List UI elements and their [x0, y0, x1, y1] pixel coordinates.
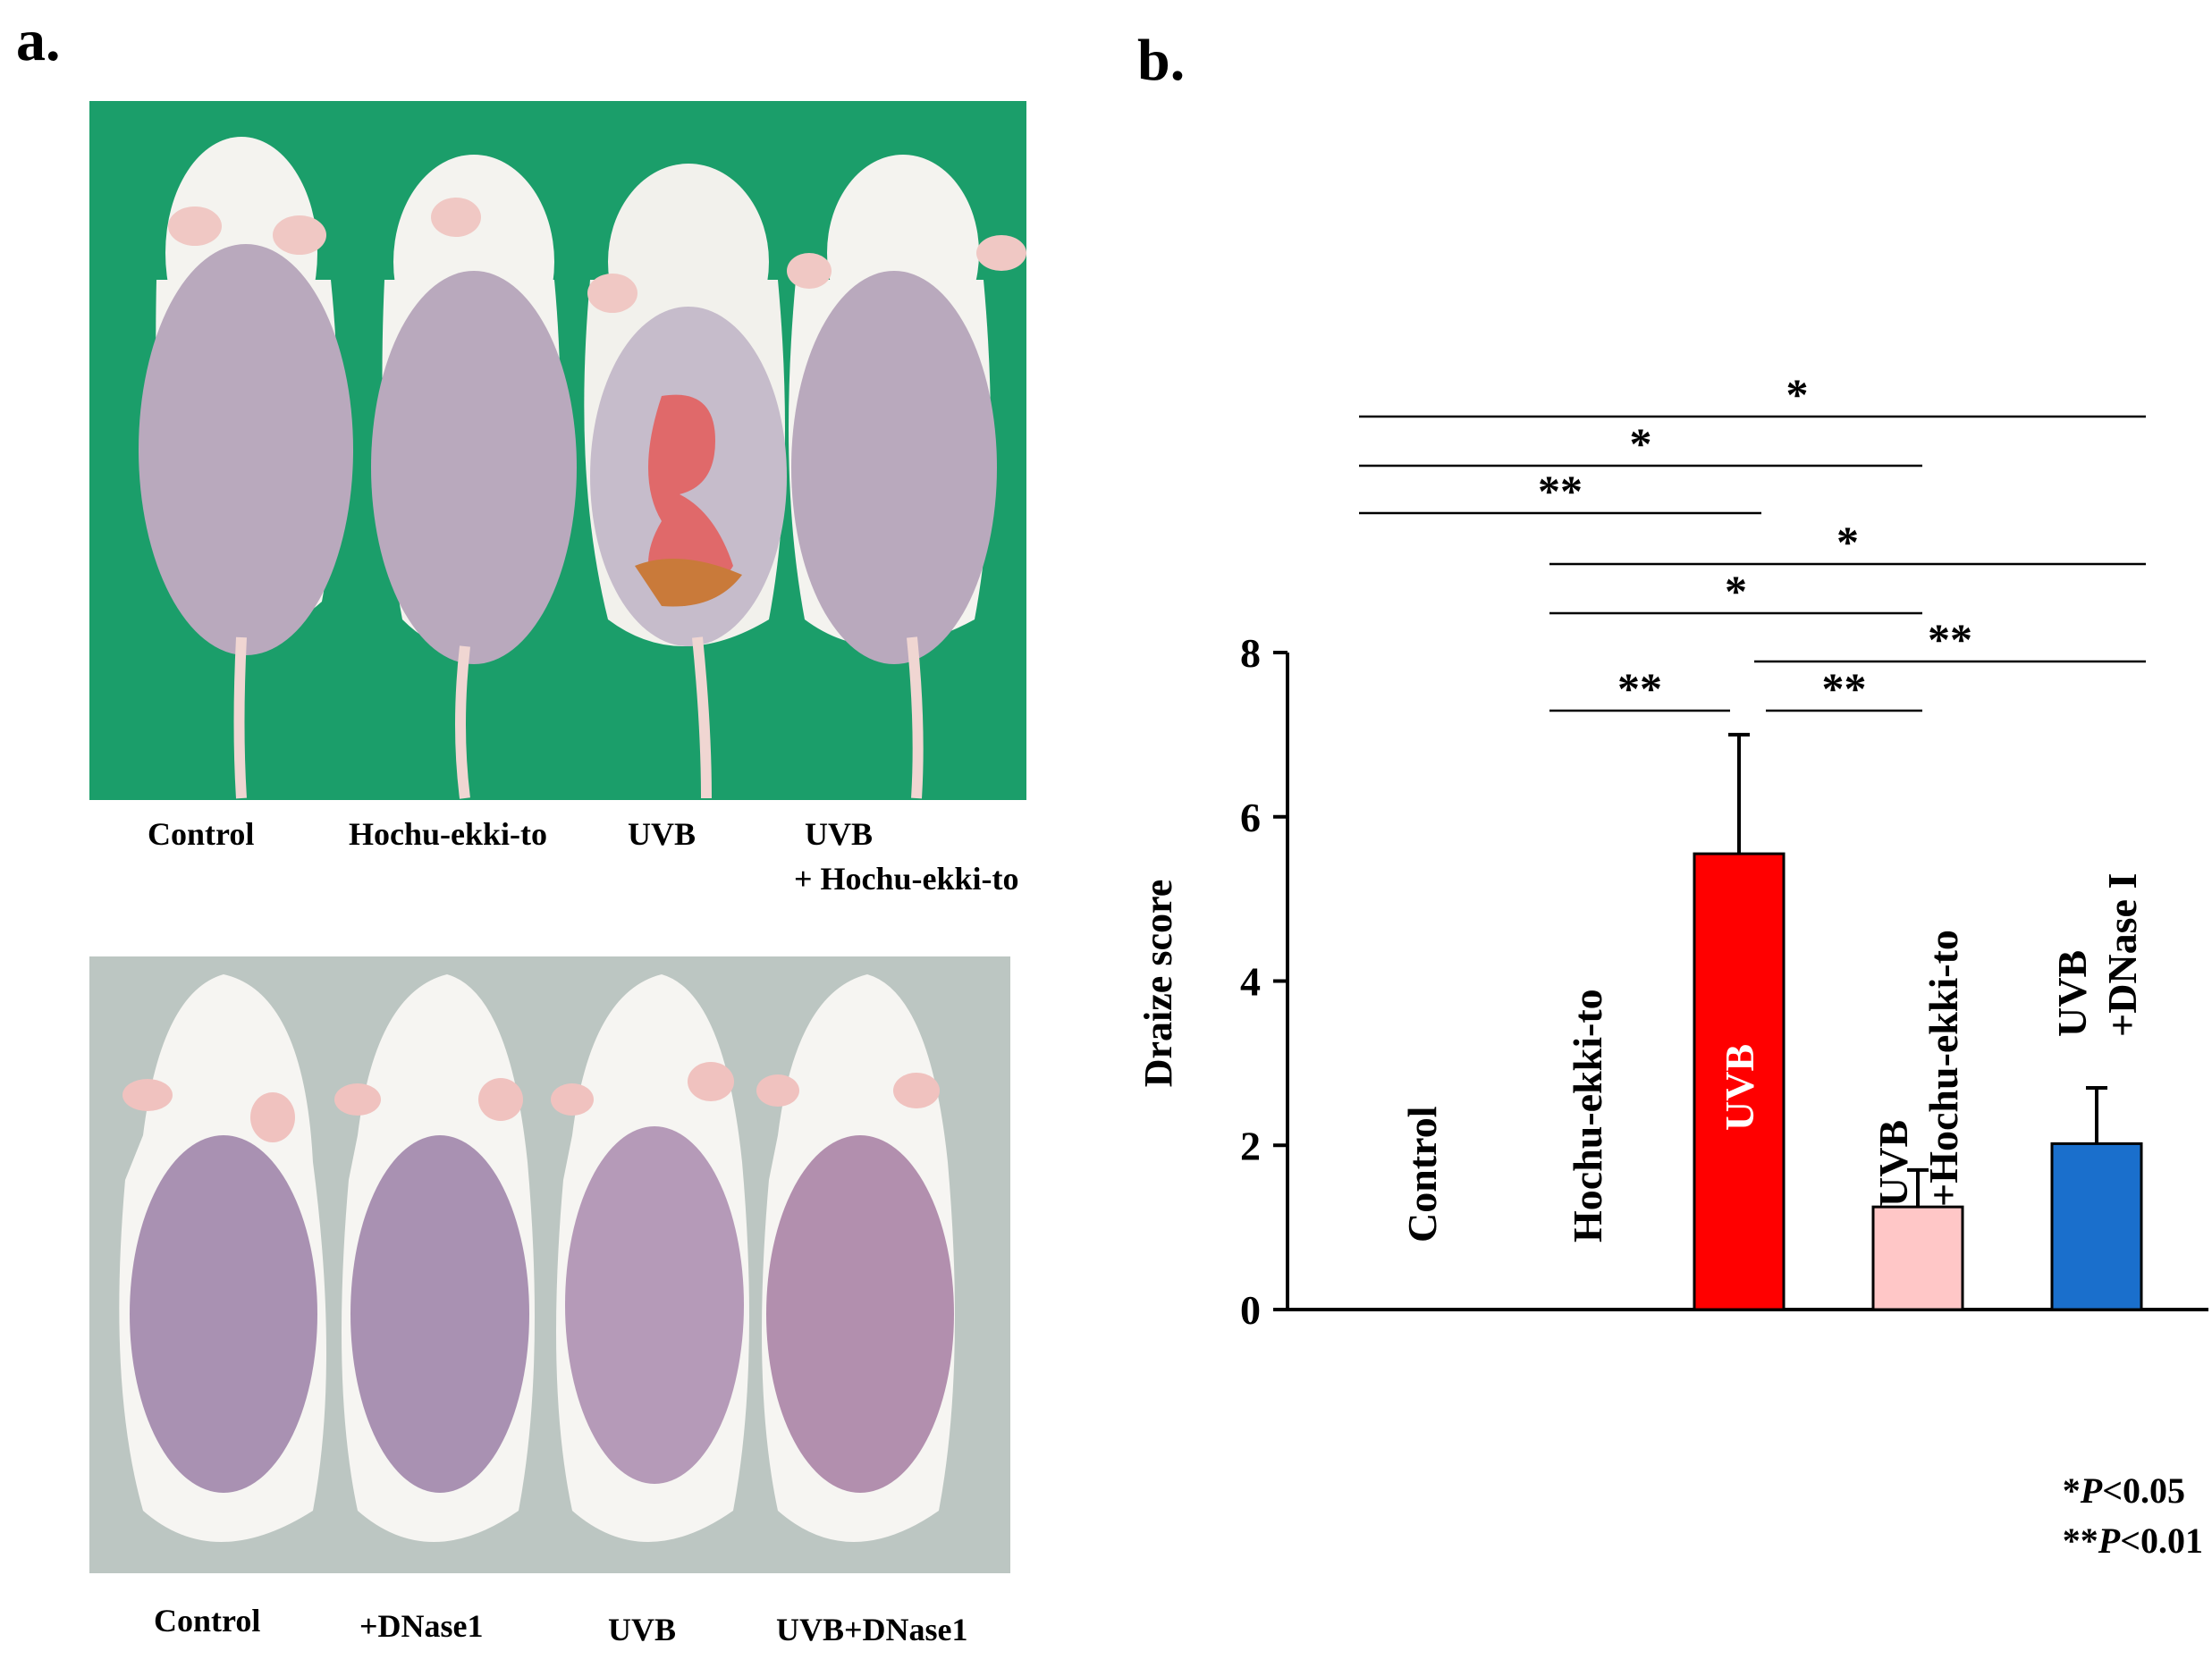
mice-photo-dnase1 [89, 956, 1010, 1573]
y-tick-label: 8 [1240, 630, 1261, 676]
caption-bottom-uvb-dnase1: UVB+DNase1 [776, 1612, 968, 1647]
mice-photo-hochu-ekki-to [89, 101, 1026, 800]
caption-bottom-dnase1: +DNase1 [359, 1608, 484, 1644]
category-label: +Hochu-ekki-to [1921, 930, 1966, 1207]
caption-top-control: Control [148, 816, 255, 852]
caption-top-uvb: UVB [628, 816, 697, 852]
mice-photo-top-drawing [89, 101, 1026, 800]
significance-marker: ** [1822, 663, 1867, 713]
y-tick-label: 6 [1240, 795, 1261, 840]
significance-marker: ** [1617, 663, 1662, 713]
caption-bottom-uvb: UVB [608, 1612, 677, 1647]
significance-marker: * [1630, 418, 1652, 468]
significance-marker: * [1786, 369, 1809, 419]
category-label: +DNase I [2099, 873, 2145, 1037]
y-tick-label: 2 [1240, 1123, 1261, 1168]
category-label: Hochu-ekki-to [1565, 989, 1610, 1243]
panel-a-label: a. [16, 8, 61, 73]
category-label: UVB [2049, 950, 2095, 1037]
category-label: UVB [1717, 1044, 1762, 1131]
bar [2050, 1141, 2143, 1311]
mice-photo-bottom-drawing [89, 956, 1010, 1573]
y-axis-label: Draize score [1136, 880, 1180, 1088]
mouse-control-top [139, 137, 353, 799]
caption-top-plus-hochu-ekki-to: + Hochu-ekki-to [794, 861, 1019, 897]
bar [1871, 1205, 1964, 1311]
significance-marker: * [1725, 566, 1747, 616]
pvalue-legend: *P<0.05 **P<0.01 [2063, 1466, 2203, 1566]
caption-top-hochu-ekki-to: Hochu-ekki-to [349, 816, 548, 852]
caption-top-uvb-2: UVB [805, 816, 874, 852]
mouse-dnase1 [334, 974, 535, 1542]
significance-marker: * [1836, 517, 1859, 567]
category-label: Control [1399, 1107, 1445, 1243]
mouse-hochu-ekki-to [371, 155, 577, 799]
mouse-uvb-bottom [551, 974, 749, 1542]
pvalue-legend-line-1: *P<0.05 [2062, 1470, 2185, 1511]
mouse-uvb-top [584, 164, 787, 799]
panel-b-label: b. [1137, 28, 1186, 93]
y-tick-label: 0 [1240, 1287, 1261, 1333]
mouse-uvb-hochu-ekki-to [787, 155, 1026, 799]
significance-marker: ** [1538, 466, 1583, 516]
significance-marker: ** [1928, 614, 1972, 664]
mouse-uvb-dnase1 [756, 974, 955, 1542]
mouse-control-bottom [119, 974, 326, 1542]
y-tick-label: 4 [1240, 959, 1261, 1005]
category-label: UVB [1870, 1120, 1916, 1207]
pvalue-legend-line-2: **P<0.01 [2062, 1521, 2203, 1561]
caption-bottom-control: Control [154, 1603, 261, 1639]
